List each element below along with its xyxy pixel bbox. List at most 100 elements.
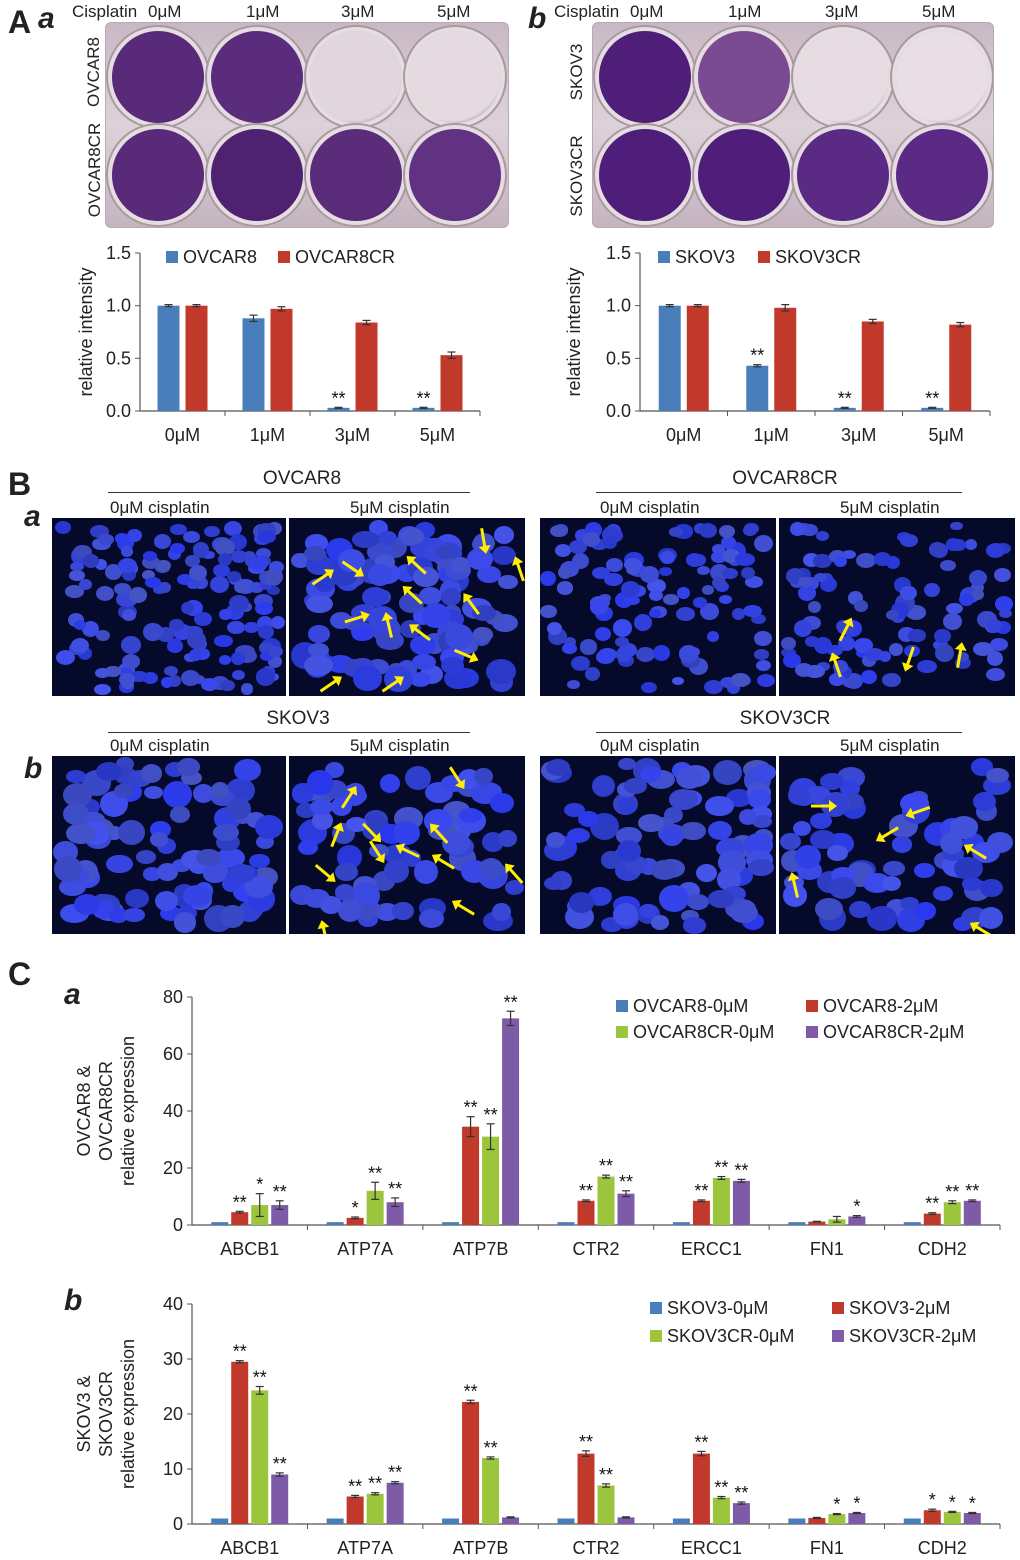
bar-chart-C-b: 0 10 20 30 40 SKOV3 & SKOV3CR relative expressi… bbox=[74, 1294, 1001, 1558]
micrograph-group-title: SKOV3 bbox=[266, 708, 330, 729]
significance-mark: ** bbox=[368, 1163, 382, 1183]
bar bbox=[672, 1222, 690, 1225]
legend-label: SKOV3 bbox=[675, 247, 735, 267]
x-tick-label: ERCC1 bbox=[681, 1239, 742, 1259]
bar bbox=[732, 1180, 750, 1225]
arrow-head bbox=[905, 807, 915, 819]
cell-nucleus bbox=[658, 567, 672, 577]
significance-mark: * bbox=[853, 1197, 860, 1217]
arrow-head bbox=[969, 921, 980, 933]
plate-well bbox=[409, 129, 501, 221]
cell-nucleus bbox=[881, 875, 901, 891]
cell-nucleus bbox=[699, 522, 718, 538]
significance-mark: * bbox=[969, 1493, 976, 1513]
cell-nucleus bbox=[98, 534, 114, 546]
y-tick-label: 10 bbox=[163, 1459, 183, 1479]
cell-nucleus bbox=[686, 894, 709, 911]
x-tick-label: ERCC1 bbox=[681, 1538, 742, 1558]
plate-well bbox=[797, 129, 889, 221]
cell-nucleus bbox=[169, 806, 190, 824]
arrow-shaft bbox=[436, 856, 455, 870]
bar bbox=[442, 1518, 460, 1524]
cell-nucleus bbox=[105, 665, 121, 678]
plate-row-label: SKOV3CR bbox=[567, 135, 586, 217]
bar bbox=[943, 1511, 961, 1524]
arrow-indicator bbox=[451, 899, 475, 916]
cell-nucleus bbox=[721, 536, 737, 550]
y-tick-label: 0.5 bbox=[606, 348, 631, 368]
significance-mark: ** bbox=[464, 1098, 478, 1118]
cell-nucleus bbox=[186, 625, 203, 638]
cell-nucleus bbox=[668, 789, 698, 810]
legend-swatch bbox=[806, 1026, 818, 1038]
panel-sublabel-B-a: a bbox=[24, 500, 41, 533]
cell-nucleus bbox=[96, 630, 111, 642]
cell-nucleus bbox=[219, 904, 245, 929]
cell-nucleus bbox=[540, 571, 556, 587]
bar bbox=[963, 1200, 981, 1225]
cell-nucleus bbox=[66, 823, 97, 844]
bar bbox=[346, 1217, 364, 1225]
bar bbox=[326, 1222, 344, 1225]
cell-nucleus bbox=[306, 594, 334, 613]
crystal-violet-plate-a bbox=[105, 22, 509, 228]
cell-nucleus bbox=[83, 553, 99, 569]
cell-nucleus bbox=[695, 863, 718, 882]
cell-nucleus bbox=[183, 531, 201, 544]
cell-nucleus bbox=[176, 573, 193, 585]
cell-nucleus bbox=[376, 631, 404, 651]
cell-nucleus bbox=[950, 521, 963, 531]
micrograph-condition-label: 0μM cisplatin bbox=[110, 736, 210, 755]
cell-nucleus bbox=[63, 782, 93, 807]
micrograph-group-title: OVCAR8 bbox=[262, 468, 342, 489]
arrow-indicator bbox=[311, 569, 334, 586]
cell-nucleus bbox=[213, 823, 239, 841]
cell-nucleus bbox=[143, 623, 163, 641]
cell-nucleus bbox=[544, 876, 564, 890]
cell-nucleus bbox=[490, 792, 515, 814]
cell-nucleus bbox=[123, 908, 145, 923]
bar bbox=[617, 1517, 635, 1524]
arrow-shaft bbox=[507, 867, 524, 884]
cell-nucleus bbox=[113, 784, 134, 799]
bar bbox=[923, 1213, 941, 1225]
bar bbox=[157, 305, 180, 411]
arrow-indicator bbox=[314, 863, 336, 882]
cell-nucleus bbox=[405, 766, 432, 791]
arrow-indicator bbox=[954, 642, 967, 668]
cell-nucleus bbox=[149, 831, 169, 847]
cell-nucleus bbox=[70, 637, 89, 654]
cell-nucleus bbox=[94, 558, 107, 571]
cell-nucleus bbox=[972, 641, 993, 656]
cell-nucleus bbox=[780, 637, 796, 650]
x-tick-label: ATP7A bbox=[337, 1239, 393, 1259]
plate-row-label: OVCAR8 bbox=[84, 37, 103, 107]
significance-mark: ** bbox=[388, 1463, 402, 1483]
bar bbox=[482, 1458, 500, 1524]
cell-nucleus bbox=[650, 860, 678, 880]
cell-nucleus bbox=[705, 795, 734, 816]
x-tick-label: CDH2 bbox=[918, 1239, 967, 1259]
y-tick-label: 40 bbox=[163, 1101, 183, 1121]
cell-nucleus bbox=[479, 858, 504, 880]
cell-nucleus bbox=[419, 587, 443, 605]
y-tick-label: 60 bbox=[163, 1044, 183, 1064]
y-axis-label: relative intensity bbox=[76, 267, 96, 396]
cell-nucleus bbox=[798, 576, 814, 588]
x-tick-label: 5μM bbox=[420, 425, 455, 445]
cell-nucleus bbox=[254, 602, 273, 615]
cell-nucleus bbox=[787, 786, 811, 806]
cell-nucleus bbox=[757, 674, 776, 688]
cell-nucleus bbox=[383, 858, 410, 883]
significance-mark: ** bbox=[464, 1381, 478, 1401]
bar bbox=[833, 407, 856, 411]
bar bbox=[577, 1453, 595, 1524]
y-tick-label: 0.0 bbox=[106, 401, 131, 421]
cell-nucleus bbox=[68, 569, 86, 581]
cell-nucleus bbox=[73, 893, 101, 916]
cell-nucleus bbox=[118, 672, 135, 687]
significance-mark: ** bbox=[416, 388, 430, 408]
cell-nucleus bbox=[352, 666, 382, 691]
cell-nucleus bbox=[335, 884, 356, 901]
arrow-indicator bbox=[317, 920, 330, 934]
